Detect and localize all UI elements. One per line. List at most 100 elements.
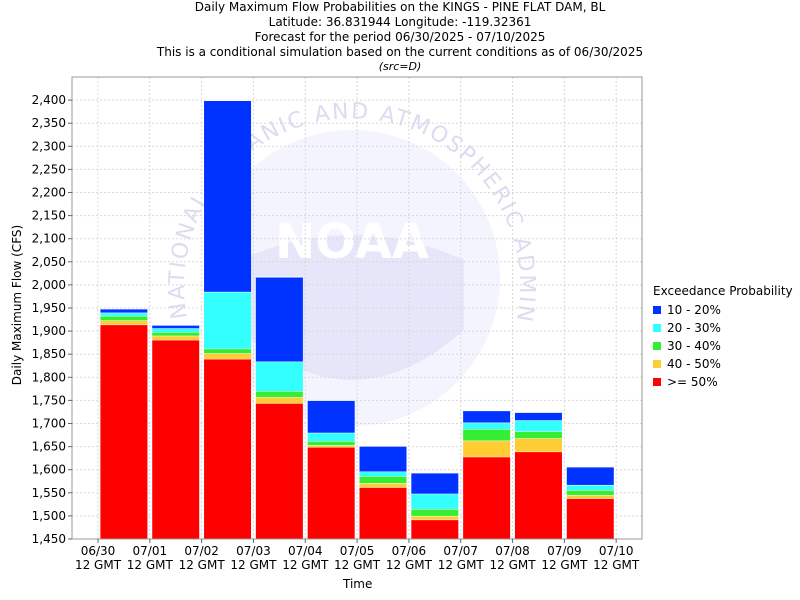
x-tick-label-time: 12 GMT (179, 558, 226, 572)
bar-segment-p30 (100, 315, 148, 321)
bar-segment-p20 (255, 361, 303, 392)
bar-segment-p10 (152, 325, 200, 329)
x-tick-label-date: 06/30 (81, 544, 116, 558)
x-tick-label-time: 12 GMT (282, 558, 329, 572)
x-tick-label-time: 12 GMT (490, 558, 537, 572)
bar-segment-p30 (152, 332, 200, 336)
bar-segment-p30 (307, 441, 355, 446)
legend-label-30-40: 30 - 40% (667, 339, 721, 353)
bar-segment-p50 (566, 498, 614, 539)
x-tick-label-time: 12 GMT (541, 558, 588, 572)
bar-segment-p30 (411, 508, 459, 516)
y-axis-title: Daily Maximum Flow (CFS) (10, 224, 24, 386)
bar-segment-p40 (566, 495, 614, 499)
legend-item-10-20: 10 - 20% (653, 301, 793, 319)
chart-subtitle-conditions: This is a conditional simulation based o… (156, 45, 644, 59)
y-tick-label: 1,500 (32, 509, 66, 523)
y-tick-label: 1,550 (32, 486, 66, 500)
bar-segment-p20 (566, 484, 614, 491)
bar-segment-p50 (411, 519, 459, 539)
y-tick-label: 1,900 (32, 324, 66, 338)
bar-segment-p10 (255, 277, 303, 362)
bar-segment-p30 (566, 490, 614, 496)
bar-segment-p20 (514, 420, 562, 432)
legend-label-40-50: 40 - 50% (667, 357, 721, 371)
bar-segment-p40 (411, 515, 459, 520)
x-tick-label-time: 12 GMT (75, 558, 122, 572)
legend-item-40-50: 40 - 50% (653, 355, 793, 373)
legend-swatch-30-40 (653, 342, 661, 350)
bar-segment-p30 (463, 429, 511, 441)
bar-segment-p20 (359, 471, 407, 477)
y-tick-label: 1,950 (32, 301, 66, 315)
legend-item-30-40: 30 - 40% (653, 337, 793, 355)
y-tick-label: 1,750 (32, 393, 66, 407)
grid-lines (72, 76, 642, 540)
bar-segment-p50 (359, 487, 407, 539)
bar-segment-p50 (255, 403, 303, 539)
y-tick-label: 1,850 (32, 347, 66, 361)
x-tick-label-date: 07/09 (547, 544, 582, 558)
chart-title: Daily Maximum Flow Probabilities on the … (194, 0, 606, 14)
legend-swatch-20-30 (653, 324, 661, 332)
legend-label-20-30: 20 - 30% (667, 321, 721, 335)
x-tick-label-date: 07/10 (599, 544, 634, 558)
watermark-logo-text: NOAA (275, 214, 429, 270)
chart-subtitle-location: Latitude: 36.831944 Longitude: -119.3236… (268, 15, 532, 29)
y-tick-label: 1,450 (32, 532, 66, 546)
y-tick-label: 2,400 (32, 93, 66, 107)
x-tick-label-time: 12 GMT (438, 558, 485, 572)
y-tick-label: 2,250 (32, 162, 66, 176)
legend-swatch-40-50 (653, 360, 661, 368)
x-tick-label-date: 07/07 (443, 544, 478, 558)
bar-segment-p50 (204, 358, 252, 539)
bar-segment-p30 (204, 348, 252, 354)
y-tick-labels: 1,450 1,500 1,550 1,600 1,650 1,700 1,750 1,800… (32, 93, 72, 546)
chart-subtitle-period: Forecast for the period 06/30/2025 - 07/… (254, 30, 546, 44)
x-tick-label-date: 07/01 (133, 544, 168, 558)
bar-segment-p40 (152, 335, 200, 340)
bar-segment-p20 (204, 291, 252, 349)
x-tick-label-date: 07/05 (340, 544, 375, 558)
chart-subtitle-source: (src=D) (378, 60, 422, 73)
bar-segment-p10 (100, 308, 148, 313)
bar-segment-p30 (359, 476, 407, 484)
x-tick-label-time: 12 GMT (386, 558, 433, 572)
bar-segment-p10 (514, 412, 562, 421)
bar-segment-p20 (463, 422, 511, 430)
y-tick-label: 2,100 (32, 232, 66, 246)
x-tick-label-date: 07/03 (236, 544, 271, 558)
bar-segment-p10 (307, 400, 355, 433)
legend-swatch-gte-50 (653, 378, 661, 386)
chart-title-block: Daily Maximum Flow Probabilities on the … (0, 0, 800, 74)
x-tick-label-time: 12 GMT (593, 558, 640, 572)
x-tick-label-time: 12 GMT (127, 558, 174, 572)
legend-swatch-10-20 (653, 306, 661, 314)
bar-segment-p40 (255, 397, 303, 404)
bar-segment-p40 (514, 438, 562, 452)
legend-label-gte-50: >= 50% (667, 375, 718, 389)
legend: Exceedance Probability 10 - 20% 20 - 30%… (653, 283, 793, 391)
y-tick-label: 1,700 (32, 417, 66, 431)
y-tick-label: 2,300 (32, 139, 66, 153)
y-tick-label: 2,000 (32, 278, 66, 292)
bar-segment-p40 (204, 353, 252, 359)
bar-segment-p10 (359, 446, 407, 472)
y-tick-label: 2,050 (32, 255, 66, 269)
bar-segment-p10 (411, 472, 459, 494)
bars-group (100, 100, 614, 539)
bar-segment-p20 (100, 312, 148, 316)
bar-segment-p30 (255, 391, 303, 398)
bar-segment-p40 (463, 440, 511, 457)
bar-segment-p40 (100, 320, 148, 325)
bar-segment-p40 (359, 483, 407, 488)
y-tick-label: 1,650 (32, 440, 66, 454)
x-axis-title: Time (343, 577, 373, 591)
bar-segment-p50 (152, 339, 200, 539)
bar-segment-p10 (463, 410, 511, 423)
x-tick-label-time: 12 GMT (230, 558, 277, 572)
x-tick-label-date: 07/08 (495, 544, 530, 558)
legend-label-10-20: 10 - 20% (667, 303, 721, 317)
bar-segment-p50 (514, 451, 562, 539)
